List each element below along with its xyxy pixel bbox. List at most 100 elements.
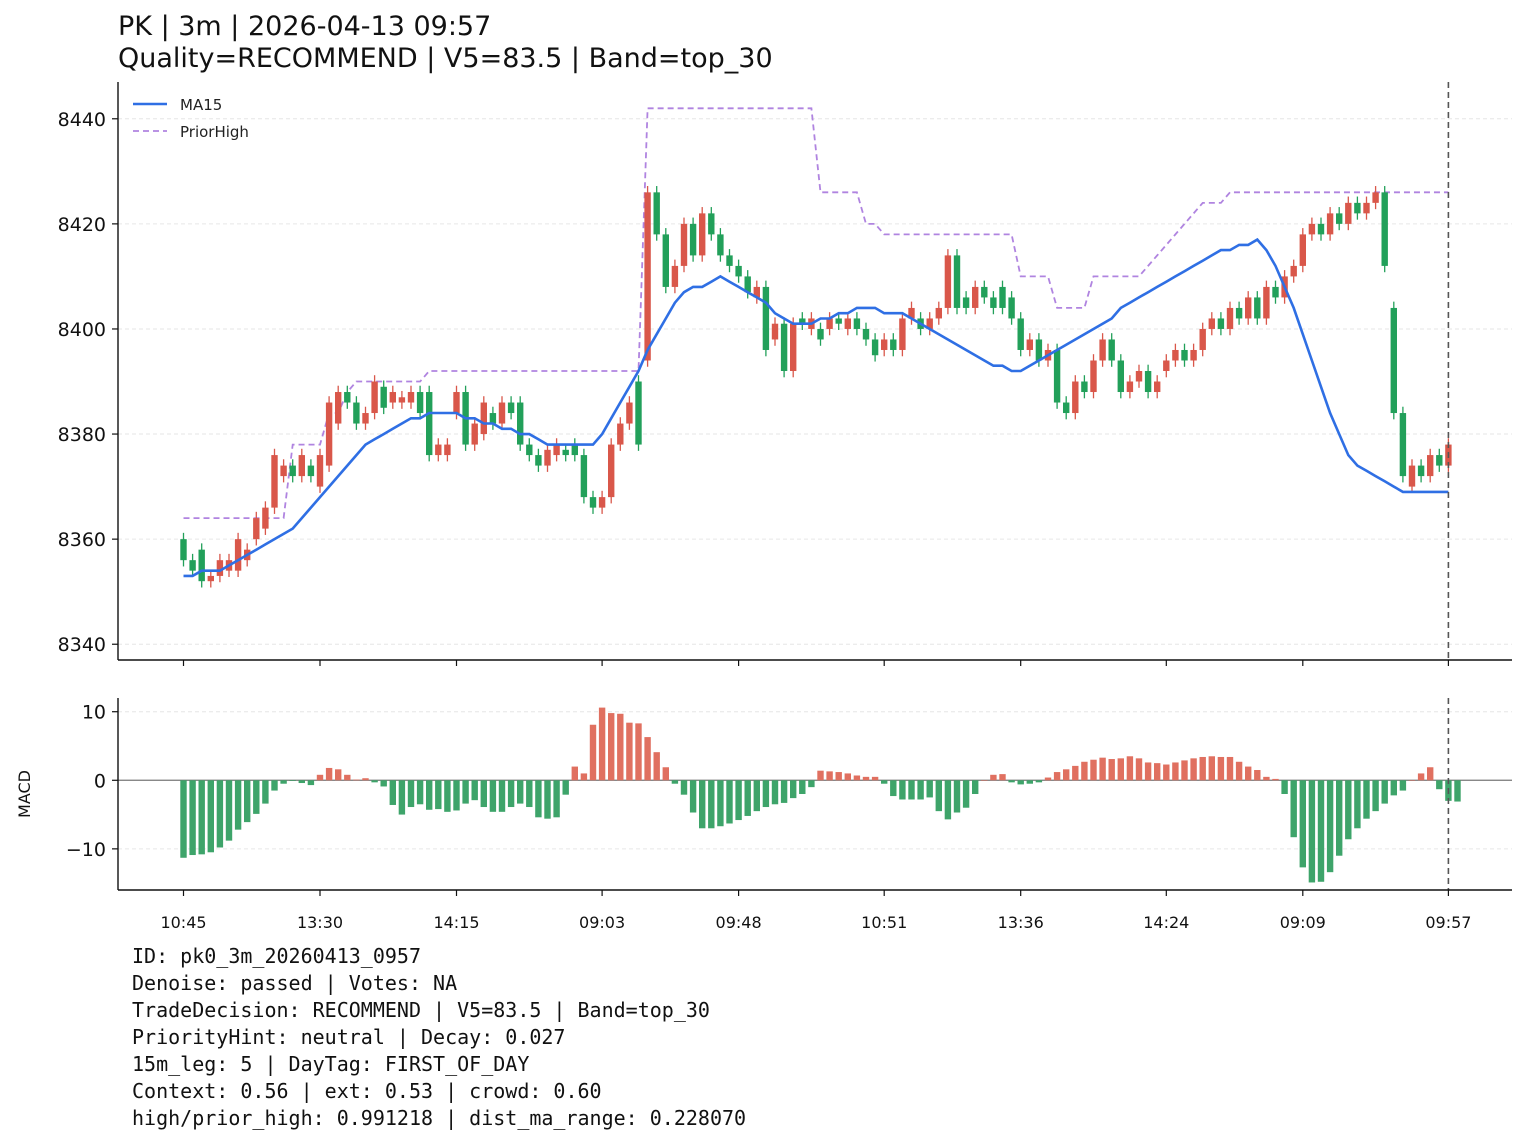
candle-body xyxy=(426,392,433,456)
macd-bar xyxy=(471,780,478,801)
macd-bar xyxy=(1326,780,1334,873)
candle-body xyxy=(1154,381,1161,393)
macd-bar xyxy=(498,780,506,812)
candle-body xyxy=(735,265,742,277)
macd-bar xyxy=(253,780,260,814)
macd-bar xyxy=(990,774,997,781)
candle-body xyxy=(1254,297,1261,319)
x-tick-label: 13:30 xyxy=(297,913,343,932)
candle-body xyxy=(1135,371,1143,382)
macd-bar xyxy=(1044,777,1052,781)
macd-bar xyxy=(1436,780,1443,790)
candle-body xyxy=(1372,192,1379,203)
macd-bar xyxy=(1081,761,1088,781)
macd-bar xyxy=(225,780,233,841)
macd-bar xyxy=(580,773,588,781)
candle-body xyxy=(1336,213,1343,224)
candle-body xyxy=(1263,286,1270,319)
macd-bar xyxy=(1154,763,1161,781)
macd-bar xyxy=(1099,757,1106,781)
candle-body xyxy=(1108,339,1115,361)
candle-body xyxy=(407,392,415,403)
candle-body xyxy=(617,423,624,445)
macd-bar xyxy=(744,780,751,816)
candle-body xyxy=(507,402,515,414)
candle-body xyxy=(1317,223,1325,235)
macd-bar xyxy=(762,780,770,808)
macd-bar xyxy=(462,780,469,804)
candle-body xyxy=(316,455,324,487)
candle-body xyxy=(999,286,1006,308)
macd-bar xyxy=(335,769,342,781)
candle-body xyxy=(589,497,597,508)
candle-body xyxy=(817,328,824,340)
chart-subtitle: Quality=RECOMMEND | V5=83.5 | Band=top_3… xyxy=(118,43,773,74)
macd-bar xyxy=(416,780,424,805)
candle-body xyxy=(344,392,351,403)
macd-bar xyxy=(526,780,533,808)
macd-bar xyxy=(1126,756,1134,781)
y-tick-label: 8400 xyxy=(58,319,106,341)
macd-bar xyxy=(835,772,842,781)
candle-body xyxy=(380,386,387,408)
candle-body xyxy=(444,444,451,456)
macd-bar xyxy=(853,775,861,781)
x-tick-label: 13:36 xyxy=(998,913,1044,932)
candle-body xyxy=(1208,318,1215,329)
candle-body xyxy=(1417,465,1425,477)
x-tick-label: 09:03 xyxy=(579,913,625,932)
macd-bar xyxy=(244,780,251,823)
macd-bar xyxy=(881,780,888,784)
info-line-trade-decision: TradeDecision: RECOMMEND | V5=83.5 | Ban… xyxy=(132,998,710,1022)
macd-bar xyxy=(289,780,296,781)
candle-body xyxy=(871,339,879,356)
candle-body xyxy=(1117,360,1124,393)
candle-body xyxy=(990,297,997,308)
y-tick-label: 8380 xyxy=(58,424,106,446)
macd-bar xyxy=(444,780,451,812)
info-line-context: Context: 0.56 | ext: 0.53 | crowd: 0.60 xyxy=(132,1079,602,1103)
macd-bar xyxy=(644,737,651,781)
candle-body xyxy=(1008,297,1015,319)
candle-body xyxy=(899,318,906,350)
macd-bar xyxy=(598,707,606,781)
macd-bar xyxy=(653,752,660,781)
candle-body xyxy=(1035,339,1043,361)
macd-bar xyxy=(480,780,487,808)
macd-bar xyxy=(1290,780,1297,838)
macd-bar xyxy=(316,774,324,781)
candle-body xyxy=(790,323,797,371)
candle-body xyxy=(216,560,224,576)
info-line-denoise: Denoise: passed | Votes: NA xyxy=(132,971,458,995)
macd-bar xyxy=(435,780,442,810)
x-tick-label: 09:09 xyxy=(1280,913,1326,932)
x-tick-label: 10:51 xyxy=(861,913,907,932)
candle-body xyxy=(753,286,760,298)
candle-body xyxy=(353,402,360,424)
candle-body xyxy=(744,276,751,293)
candle-body xyxy=(362,413,369,424)
macd-bar xyxy=(1345,780,1352,840)
macd-bar xyxy=(635,723,642,781)
candle-body xyxy=(1399,413,1407,477)
candle-body xyxy=(662,234,669,287)
candle-body xyxy=(926,318,933,329)
candle-body xyxy=(398,397,406,403)
candle-body xyxy=(1245,297,1252,319)
candle-body xyxy=(635,381,642,445)
candle-body xyxy=(981,286,988,298)
candle-body xyxy=(1072,381,1079,414)
prior-high-line xyxy=(183,107,1449,519)
candle-body xyxy=(189,560,196,571)
candle-body xyxy=(844,318,851,329)
macd-bar xyxy=(689,780,697,813)
macd-bar xyxy=(571,766,578,781)
macd-bar xyxy=(1272,778,1279,781)
candle-body xyxy=(289,465,296,477)
macd-bar xyxy=(589,724,597,781)
macd-bar xyxy=(407,780,415,808)
candle-body xyxy=(708,213,715,235)
candle-body xyxy=(453,392,460,414)
candle-body xyxy=(908,307,915,319)
macd-bar xyxy=(899,780,906,800)
